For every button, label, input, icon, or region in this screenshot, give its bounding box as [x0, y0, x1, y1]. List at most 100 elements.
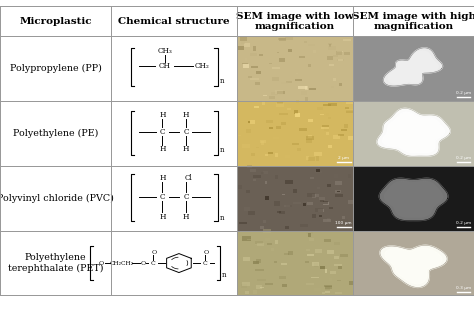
Bar — [265, 196, 269, 200]
Bar — [322, 125, 328, 127]
Bar — [340, 254, 348, 257]
Bar — [254, 106, 259, 108]
Bar — [272, 77, 279, 81]
Bar — [336, 51, 342, 55]
Bar — [295, 79, 302, 81]
Bar — [275, 90, 283, 94]
Bar — [325, 291, 330, 293]
Bar — [299, 56, 305, 58]
Bar — [257, 243, 264, 246]
Bar — [308, 233, 311, 237]
Bar — [337, 280, 341, 281]
Bar — [282, 194, 285, 196]
Bar — [246, 190, 250, 193]
Bar — [307, 202, 313, 205]
Bar — [293, 190, 297, 193]
Bar — [260, 226, 264, 229]
Bar — [239, 170, 242, 173]
Bar — [328, 145, 332, 148]
Text: H: H — [159, 174, 165, 182]
Bar — [308, 157, 315, 161]
Polygon shape — [383, 48, 443, 86]
Bar — [324, 127, 329, 131]
Bar — [306, 249, 310, 251]
Bar — [337, 191, 340, 192]
Bar — [306, 283, 314, 285]
Text: H: H — [159, 213, 165, 221]
Text: O: O — [204, 250, 209, 255]
Bar — [325, 286, 332, 289]
Bar — [312, 50, 316, 53]
Bar — [243, 107, 251, 112]
Bar — [246, 165, 252, 168]
Text: C: C — [202, 261, 208, 265]
Bar — [294, 110, 298, 114]
Bar — [288, 49, 292, 52]
Bar — [348, 136, 353, 140]
Bar — [275, 153, 278, 157]
Text: H: H — [183, 111, 189, 118]
Text: n: n — [220, 214, 224, 222]
Bar — [341, 129, 347, 131]
Bar — [327, 57, 333, 60]
Bar — [319, 113, 324, 115]
Bar — [237, 231, 353, 295]
Bar — [294, 188, 296, 192]
Bar — [243, 64, 248, 68]
Bar — [277, 91, 285, 94]
Bar — [328, 43, 332, 45]
Bar — [256, 147, 259, 149]
Text: n: n — [222, 271, 226, 279]
Bar — [320, 199, 324, 202]
Bar — [250, 78, 259, 80]
Bar — [344, 125, 348, 128]
Bar — [346, 109, 353, 112]
Bar — [261, 141, 264, 145]
Bar — [320, 266, 325, 269]
Bar — [305, 86, 308, 90]
Bar — [353, 101, 474, 166]
Bar — [306, 232, 312, 234]
Bar — [253, 179, 256, 181]
Text: 0.3 μm: 0.3 μm — [456, 286, 471, 290]
Bar — [241, 40, 245, 44]
Bar — [327, 250, 334, 254]
Bar — [323, 219, 330, 222]
Bar — [238, 135, 241, 137]
Bar — [279, 211, 285, 214]
Text: H: H — [183, 145, 189, 153]
Bar — [327, 184, 331, 187]
Bar — [262, 101, 264, 105]
Bar — [329, 64, 335, 66]
Bar — [247, 76, 252, 78]
Bar — [285, 36, 293, 40]
Bar — [324, 239, 331, 242]
Bar — [273, 50, 280, 54]
Bar — [253, 175, 261, 178]
Text: CH₂: CH₂ — [194, 62, 209, 70]
Bar — [299, 86, 307, 89]
Bar — [312, 214, 316, 218]
Bar — [277, 102, 283, 104]
Bar — [269, 127, 273, 129]
Bar — [275, 175, 279, 179]
Bar — [274, 202, 280, 206]
Bar — [302, 201, 308, 205]
Bar — [317, 107, 323, 110]
Bar — [255, 241, 263, 244]
Bar — [337, 51, 343, 52]
Bar — [314, 265, 318, 268]
Bar — [326, 113, 329, 116]
Bar — [238, 185, 242, 189]
Bar — [334, 241, 340, 245]
Bar — [328, 278, 332, 281]
Bar — [348, 200, 353, 204]
Bar — [248, 211, 255, 216]
Bar — [328, 46, 336, 50]
Bar — [244, 207, 250, 211]
Bar — [335, 292, 342, 294]
Bar — [337, 58, 345, 61]
Bar — [285, 180, 293, 184]
Bar — [330, 86, 334, 88]
Bar — [265, 120, 273, 123]
